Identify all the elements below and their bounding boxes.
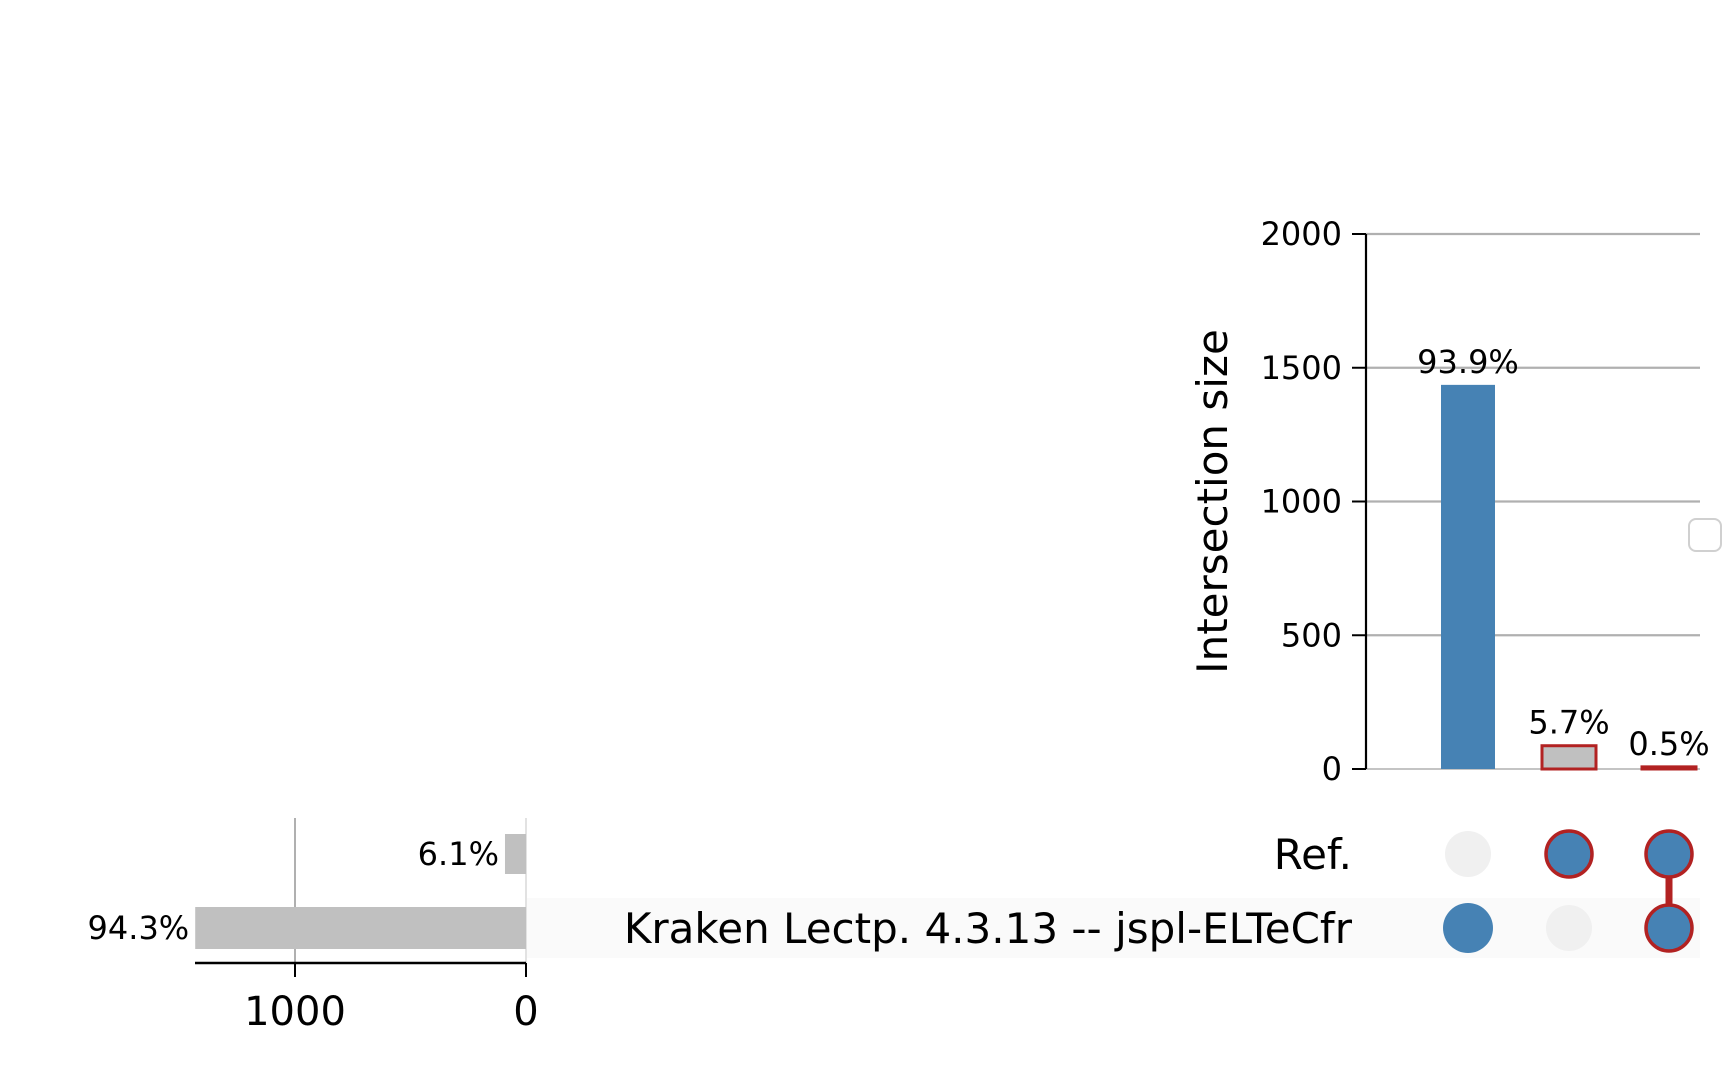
intersection-value-label: 0.5% <box>1628 725 1709 763</box>
intersection-bar <box>1540 744 1598 771</box>
set-size-value-label: 6.1% <box>418 835 499 873</box>
intersection-value-label: 5.7% <box>1528 704 1609 742</box>
set-label: Ref. <box>1274 830 1352 879</box>
matrix-row-stripe <box>527 898 1700 958</box>
intersection-bar <box>1640 765 1698 771</box>
y-tick-label: 2000 <box>1261 215 1342 253</box>
matrix-dot-active <box>1644 903 1694 953</box>
matrix-dot-inactive <box>1445 831 1491 877</box>
set-size-bar <box>504 834 526 874</box>
y-tick-label: 500 <box>1281 616 1342 654</box>
y-tick-label: 1500 <box>1261 349 1342 387</box>
set-size-bar <box>195 907 526 949</box>
legend-box <box>1688 518 1722 552</box>
set-size-value-label: 94.3% <box>88 909 190 947</box>
set-label: Kraken Lectp. 4.3.13 -- jspl-ELTeCfr <box>624 904 1353 953</box>
intersection-bar <box>1441 384 1495 769</box>
matrix-dot-active <box>1443 903 1493 953</box>
intersection-value-label: 93.9% <box>1417 343 1519 381</box>
y-tick-label: 1000 <box>1261 483 1342 521</box>
set-size-tick-label: 0 <box>513 989 538 1035</box>
y-tick-label: 0 <box>1322 750 1342 788</box>
y-axis-title: Intersection size <box>1188 329 1237 674</box>
matrix-dot-active <box>1644 829 1694 879</box>
matrix-dot-inactive <box>1546 905 1592 951</box>
matrix-dot-active <box>1544 829 1594 879</box>
set-size-tick-label: 1000 <box>244 989 346 1035</box>
